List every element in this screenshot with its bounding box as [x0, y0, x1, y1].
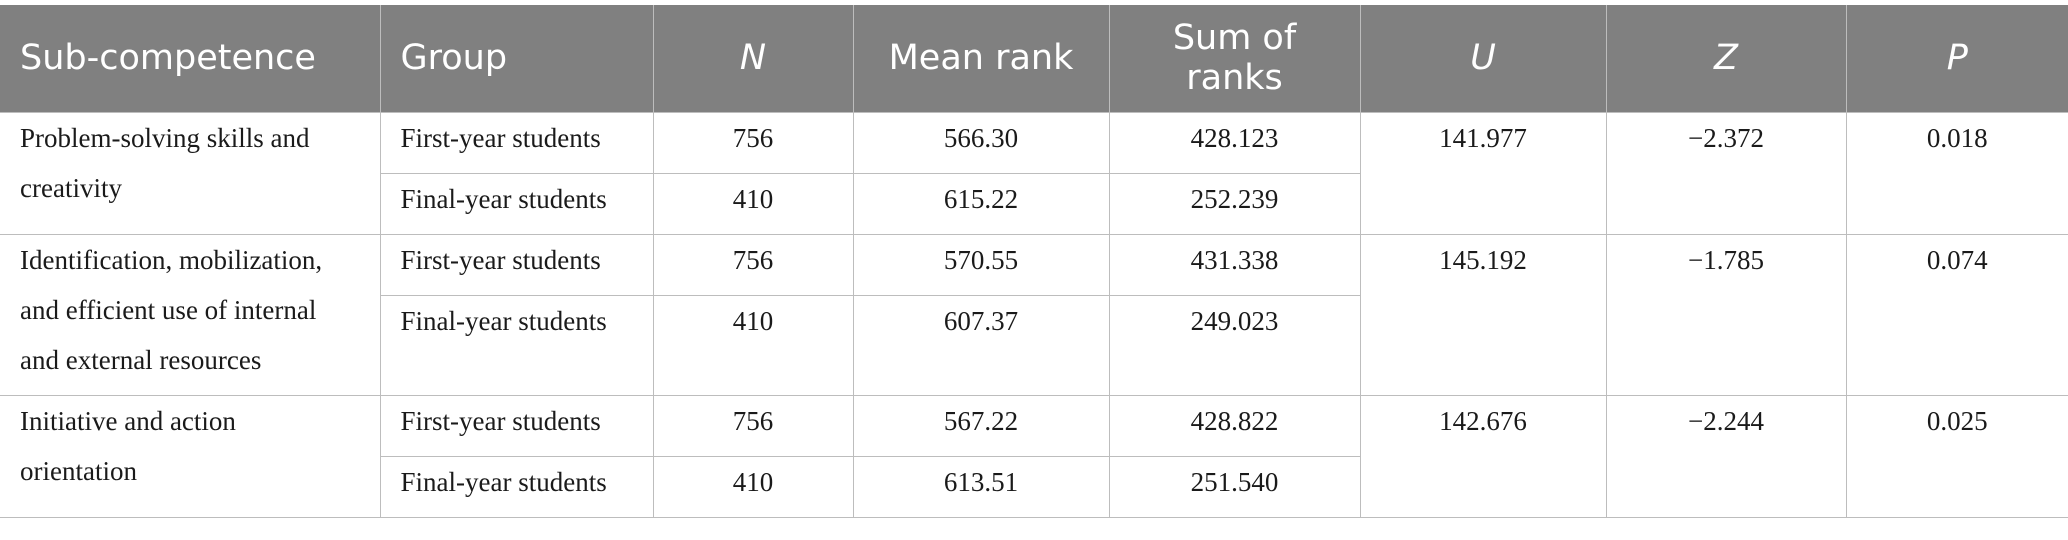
sub-competence-cell: Problem-solving skills and creativity [0, 111, 381, 235]
group-cell: First-year students [379, 233, 654, 296]
sum-of-ranks-cell: 431.338 [1108, 233, 1361, 296]
group-cell: First-year students [379, 111, 654, 174]
header-sum-of-ranks-line2: ranks [1186, 58, 1283, 99]
p-cell: 0.025 [1845, 394, 2068, 518]
table-row: Identification, mobilization, and effici… [0, 233, 2068, 396]
table-row: Final-year students 410 607.37 249.023 [0, 294, 2068, 396]
sum-of-ranks-cell: 428.123 [1108, 111, 1361, 174]
table-row: Final-year students 410 613.51 251.540 [0, 455, 2068, 518]
u-cell: 141.977 [1359, 111, 1607, 235]
mean-rank-cell: 613.51 [852, 455, 1110, 518]
header-row: Sub-competence Group N Mean rank Sum of r… [0, 5, 2068, 112]
sum-of-ranks-cell: 249.023 [1108, 294, 1360, 396]
u-cell: 145.192 [1359, 233, 1607, 396]
sub-competence-cell: Initiative and action orientation [0, 394, 381, 518]
mean-rank-cell: 567.22 [852, 394, 1110, 457]
n-cell: 756 [652, 233, 854, 296]
z-cell: −2.372 [1605, 111, 1847, 235]
n-cell: 756 [652, 111, 854, 174]
mean-rank-cell: 570.55 [852, 233, 1110, 296]
group-cell: First-year students [379, 394, 654, 457]
mann-whitney-table: Sub-competence Group N Mean rank Sum of r… [0, 5, 2068, 518]
header-u: U [1360, 5, 1607, 112]
header-group: Group [380, 5, 654, 112]
mean-rank-cell: 615.22 [852, 172, 1110, 235]
mean-rank-cell: 566.30 [852, 111, 1110, 174]
sub-competence-cell: Identification, mobilization, and effici… [0, 233, 381, 396]
header-z: Z [1606, 5, 1847, 112]
header-p: P [1846, 5, 2068, 112]
p-cell: 0.074 [1845, 233, 2068, 396]
header-sum-of-ranks: Sum of ranks [1109, 5, 1361, 112]
header-n: N [653, 5, 854, 112]
header-mean-rank: Mean rank [853, 5, 1110, 112]
n-cell: 410 [652, 172, 854, 235]
mean-rank-cell: 607.37 [852, 294, 1110, 396]
z-cell: −1.785 [1605, 233, 1847, 396]
table-row: Initiative and action orientation First-… [0, 394, 2068, 518]
n-cell: 410 [652, 455, 854, 518]
header-sub-competence: Sub-competence [0, 5, 381, 112]
sum-of-ranks-cell: 252.239 [1108, 172, 1360, 235]
p-cell: 0.018 [1845, 111, 2068, 235]
group-cell: Final-year students [380, 172, 654, 235]
sum-of-ranks-cell: 428.822 [1108, 394, 1361, 457]
n-cell: 756 [652, 394, 854, 457]
sum-of-ranks-cell: 251.540 [1108, 455, 1360, 518]
header-sum-of-ranks-line1: Sum of [1172, 18, 1297, 59]
u-cell: 142.676 [1359, 394, 1607, 518]
group-cell: Final-year students [380, 294, 654, 396]
n-cell: 410 [652, 294, 854, 396]
table-body: Problem-solving skills and creativity Fi… [0, 111, 2068, 518]
table-header: Sub-competence Group N Mean rank Sum of r… [0, 5, 2068, 112]
table-row: Problem-solving skills and creativity Fi… [0, 111, 2068, 235]
z-cell: −2.244 [1605, 394, 1847, 518]
group-cell: Final-year students [380, 455, 654, 518]
table-row: Final-year students 410 615.22 252.239 [0, 172, 2068, 235]
